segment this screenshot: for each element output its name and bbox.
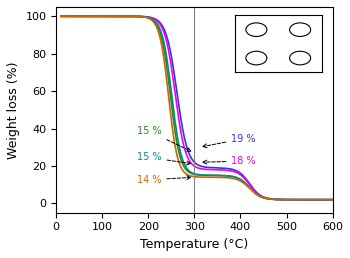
Text: 14 %: 14 % — [137, 175, 190, 185]
Text: 15 %: 15 % — [137, 152, 190, 165]
X-axis label: Temperature (°C): Temperature (°C) — [140, 238, 248, 251]
Text: 18 %: 18 % — [203, 156, 256, 166]
Y-axis label: Weight loss (%): Weight loss (%) — [7, 61, 20, 159]
Text: 19 %: 19 % — [203, 134, 256, 148]
Text: 15 %: 15 % — [137, 126, 191, 151]
